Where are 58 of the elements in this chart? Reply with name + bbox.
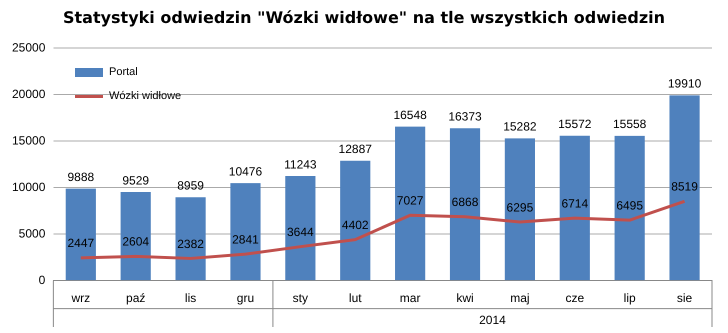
y-tick-label: 10000	[12, 180, 46, 194]
bar	[504, 138, 535, 280]
data-label: 6295	[506, 200, 534, 214]
x-tick-label: cze	[565, 291, 584, 306]
x-tick-label: sty	[292, 291, 308, 306]
bar	[395, 126, 426, 280]
data-label: 11243	[284, 157, 317, 172]
x-tick-label: sie	[676, 291, 693, 306]
bar	[614, 136, 645, 280]
data-label: 9888	[67, 170, 94, 184]
bar	[66, 188, 96, 280]
data-label: 2447	[67, 236, 94, 250]
data-label: 16373	[448, 110, 482, 124]
y-tick-label: 0	[38, 272, 46, 287]
data-label: 3644	[287, 225, 314, 240]
data-label: 15572	[558, 117, 592, 132]
x-tick-label: gru	[236, 291, 254, 306]
y-tick-label: 5000	[18, 226, 46, 240]
bar	[669, 95, 700, 280]
data-label: 6714	[561, 196, 588, 210]
data-label: 15558	[612, 117, 647, 132]
data-label: 6868	[452, 195, 479, 210]
bar	[560, 136, 590, 280]
data-label: 8519	[671, 180, 698, 194]
data-label: 6495	[616, 198, 644, 212]
x-tick-label: kwi	[456, 291, 474, 306]
x-tick-label: lis	[184, 291, 196, 306]
y-tick-label: 15000	[12, 133, 46, 148]
bar	[230, 183, 261, 280]
data-label: 16548	[393, 108, 428, 122]
y-tick-label: 25000	[12, 40, 46, 54]
data-label: 12887	[338, 142, 372, 156]
x-tick-label: wrz	[70, 291, 90, 306]
x-tick-label: paź	[126, 291, 146, 306]
bar	[450, 128, 480, 280]
legend-label: Wózki widłowe	[109, 90, 182, 102]
data-label: 15282	[503, 120, 537, 134]
data-label: 2382	[177, 236, 204, 251]
data-label: 9529	[122, 173, 150, 188]
bar	[175, 197, 206, 280]
data-label: 4402	[342, 218, 369, 232]
x-tick-label: lut	[348, 291, 362, 306]
data-label: 7027	[396, 194, 424, 208]
text: 2014	[479, 312, 506, 327]
x-tick-label: maj	[510, 291, 530, 306]
chart-title: Statystyki odwiedzin "Wózki widłowe" na tle wszystkich odwiedzin	[62, 8, 666, 27]
bar	[120, 192, 151, 280]
data-label: 2604	[122, 234, 150, 249]
y-tick-label: 20000	[12, 86, 46, 101]
bar	[340, 160, 370, 280]
x-tick-label: mar	[400, 291, 420, 306]
data-label: 10476	[228, 164, 262, 178]
bar	[285, 176, 316, 280]
data-label: 8959	[177, 178, 204, 193]
data-label: 19910	[668, 76, 702, 91]
legend-label: Portal	[109, 66, 138, 78]
x-tick-label: lip	[624, 291, 636, 306]
data-label: 2841	[232, 232, 260, 246]
